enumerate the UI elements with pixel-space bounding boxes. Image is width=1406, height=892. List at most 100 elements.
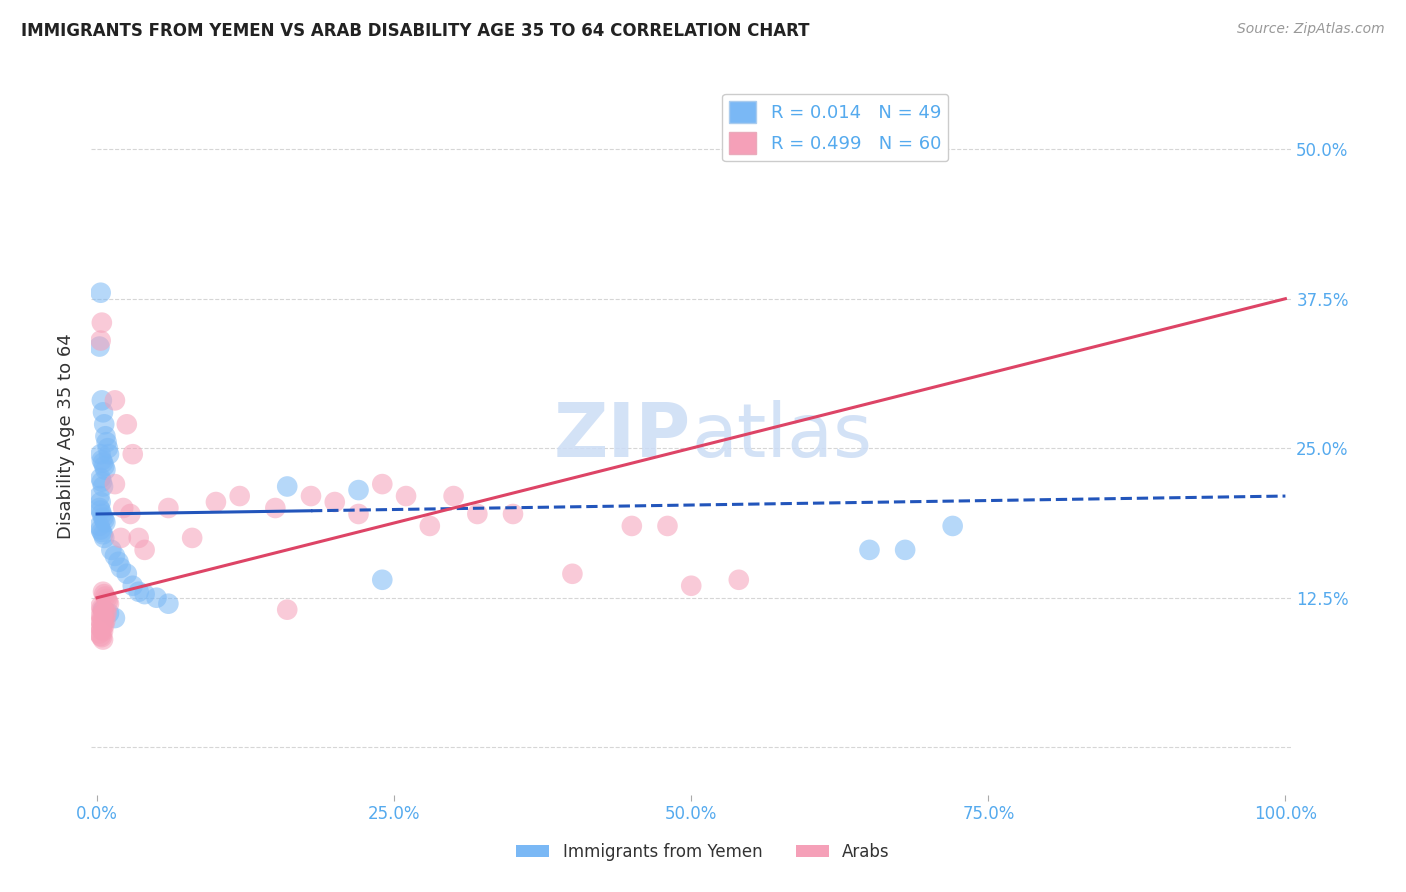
Point <box>91 527 114 541</box>
Point <box>97 594 120 608</box>
Point <box>93 513 115 527</box>
Point <box>91 584 114 599</box>
Point <box>89 489 111 503</box>
Point <box>104 393 127 408</box>
Point <box>620 519 643 533</box>
Point <box>134 542 156 557</box>
Point <box>112 501 135 516</box>
Point <box>443 489 465 503</box>
Point <box>90 615 112 630</box>
Point <box>419 519 441 533</box>
Point <box>93 618 115 632</box>
Point <box>347 507 370 521</box>
Point <box>93 587 115 601</box>
Point <box>90 610 112 624</box>
Point <box>681 579 703 593</box>
Point <box>104 611 127 625</box>
Point <box>858 542 880 557</box>
Point <box>107 555 129 569</box>
Point <box>100 542 122 557</box>
Point <box>89 519 111 533</box>
Point <box>90 524 112 539</box>
Text: Source: ZipAtlas.com: Source: ZipAtlas.com <box>1237 22 1385 37</box>
Point <box>96 591 118 606</box>
Point <box>90 447 112 461</box>
Point <box>90 608 112 623</box>
Point <box>347 483 370 497</box>
Point <box>90 285 112 300</box>
Point <box>94 605 117 619</box>
Point <box>91 456 114 470</box>
Point <box>98 597 121 611</box>
Point <box>96 607 118 621</box>
Point <box>561 566 583 581</box>
Point <box>299 489 322 503</box>
Point <box>91 617 114 632</box>
Point <box>205 495 228 509</box>
Point <box>91 624 114 639</box>
Point <box>90 495 112 509</box>
Point <box>121 447 143 461</box>
Point <box>90 471 112 485</box>
Point <box>157 501 180 516</box>
Point <box>98 607 121 621</box>
Point <box>91 602 114 616</box>
Point <box>120 507 142 521</box>
Point <box>91 602 114 616</box>
Point <box>110 531 132 545</box>
Y-axis label: Disability Age 35 to 64: Disability Age 35 to 64 <box>58 334 75 539</box>
Text: IMMIGRANTS FROM YEMEN VS ARAB DISABILITY AGE 35 TO 64 CORRELATION CHART: IMMIGRANTS FROM YEMEN VS ARAB DISABILITY… <box>21 22 810 40</box>
Point <box>91 611 114 625</box>
Point <box>90 523 112 537</box>
Point <box>89 626 111 640</box>
Point <box>104 549 127 563</box>
Point <box>657 519 679 533</box>
Point <box>727 573 749 587</box>
Text: ZIP: ZIP <box>554 400 692 473</box>
Point <box>90 393 112 408</box>
Point <box>228 489 250 503</box>
Point <box>115 566 138 581</box>
Point <box>93 612 115 626</box>
Point <box>264 501 287 516</box>
Point <box>371 477 394 491</box>
Point <box>90 621 112 635</box>
Point <box>181 531 204 545</box>
Point <box>90 599 112 613</box>
Point <box>96 435 118 450</box>
Point <box>918 142 941 156</box>
Point <box>395 489 418 503</box>
Point <box>91 405 114 419</box>
Point <box>942 519 965 533</box>
Point <box>157 597 180 611</box>
Point <box>90 629 112 643</box>
Point <box>90 316 112 330</box>
Point <box>94 429 117 443</box>
Point <box>91 479 114 493</box>
Legend: R = 0.014   N = 49, R = 0.499   N = 60: R = 0.014 N = 49, R = 0.499 N = 60 <box>723 94 949 161</box>
Point <box>94 516 117 530</box>
Point <box>502 507 524 521</box>
Point <box>467 507 489 521</box>
Point <box>90 623 112 637</box>
Point <box>91 632 114 647</box>
Point <box>90 507 112 521</box>
Point <box>121 579 143 593</box>
Point <box>90 630 112 644</box>
Point <box>104 477 127 491</box>
Point <box>371 573 394 587</box>
Point <box>276 479 298 493</box>
Point <box>93 459 115 474</box>
Legend: Immigrants from Yemen, Arabs: Immigrants from Yemen, Arabs <box>509 837 897 868</box>
Point <box>90 503 112 517</box>
Point <box>323 495 346 509</box>
Point <box>134 587 156 601</box>
Point <box>276 602 298 616</box>
Point <box>89 340 111 354</box>
Point <box>90 453 112 467</box>
Point <box>94 590 117 604</box>
Point <box>90 475 112 489</box>
Point <box>91 510 114 524</box>
Point <box>93 604 115 618</box>
Point <box>97 441 120 455</box>
